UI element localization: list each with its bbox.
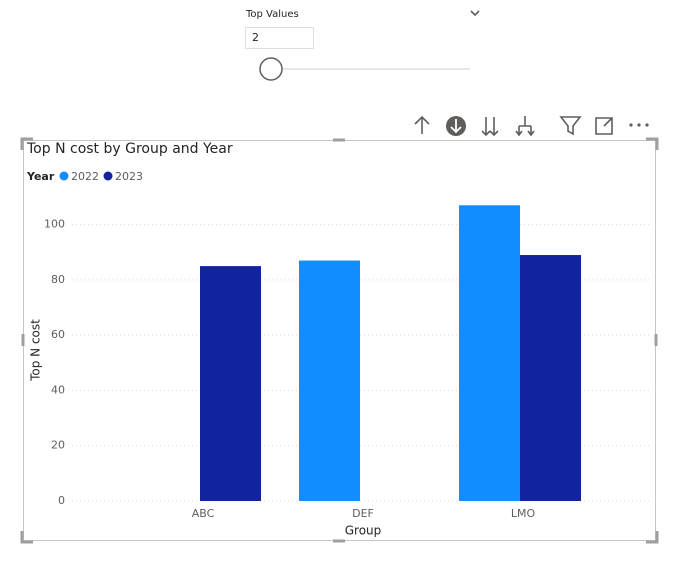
x-tick-label: DEF	[352, 507, 374, 520]
expand-down[interactable]	[515, 116, 535, 137]
y-axis-title: Top N cost	[29, 319, 43, 382]
more-options[interactable]	[629, 123, 649, 127]
slicer-input[interactable]	[245, 27, 314, 49]
slicer-title: Top Values	[245, 9, 299, 20]
drill-up[interactable]	[414, 115, 430, 134]
x-tick-label: LMO	[511, 507, 536, 520]
legend-title: Year	[26, 170, 55, 183]
legend-label: 2023	[115, 170, 143, 183]
bar	[200, 266, 261, 501]
y-tick-label: 60	[51, 328, 65, 341]
next-level[interactable]	[481, 117, 499, 137]
slider-thumb[interactable]	[259, 57, 283, 81]
y-tick-label: 40	[51, 383, 65, 396]
bar	[459, 205, 520, 502]
drill-mode-arrow	[450, 119, 462, 134]
y-tick-label: 80	[51, 273, 65, 286]
bar	[299, 260, 360, 501]
focus-mode[interactable]	[595, 117, 613, 135]
y-tick-label: 0	[58, 494, 65, 507]
legend-marker	[103, 171, 113, 181]
filter-icon[interactable]	[559, 116, 582, 136]
y-tick-label: 100	[44, 218, 65, 231]
y-tick-label: 20	[51, 439, 65, 452]
x-axis-title: Group	[345, 524, 382, 538]
slicer-value: 2	[252, 31, 259, 44]
visual-toolbar	[414, 115, 649, 137]
resize-handles	[20, 137, 659, 544]
chart-title: Top N cost by Group and Year	[26, 141, 233, 157]
x-tick-label: ABC	[192, 507, 215, 520]
legend-marker	[59, 171, 69, 181]
legend-label: 2022	[71, 170, 99, 183]
bar	[520, 255, 581, 501]
slicer-dropdown[interactable]	[470, 10, 480, 17]
